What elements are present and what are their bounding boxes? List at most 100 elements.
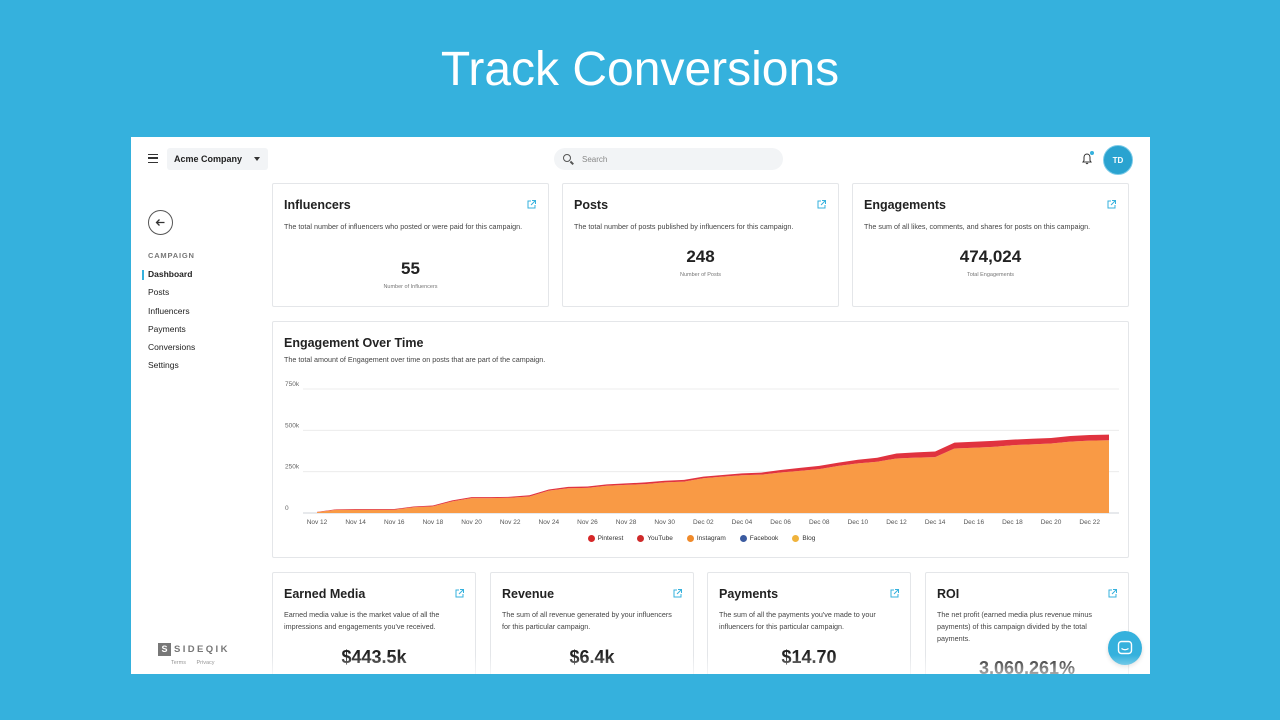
x-tick-label: Dec 02 <box>693 519 714 526</box>
card-value: $14.70 <box>781 647 837 667</box>
x-tick-label: Dec 14 <box>925 519 946 526</box>
metric-card-earned-media: Earned Media Earned media value is the m… <box>272 572 476 674</box>
card-description: The total number of posts published by i… <box>574 222 794 231</box>
card-title: Engagements <box>864 198 946 212</box>
x-tick-label: Dec 08 <box>809 519 830 526</box>
card-title: Revenue <box>502 587 555 601</box>
terms-link[interactable]: Terms <box>171 660 186 666</box>
card-title: Earned Media <box>284 587 366 601</box>
logo-text: SIDEQIK <box>174 644 230 655</box>
sidebar-item-influencers[interactable]: Influencers <box>148 305 190 316</box>
legend-item-instagram[interactable]: Instagram <box>686 535 726 542</box>
x-tick-label: Nov 14 <box>345 519 366 526</box>
engagement-chart-card: Engagement Over Time The total amount of… <box>272 321 1129 558</box>
sidebar-item-conversions[interactable]: Conversions <box>148 342 196 353</box>
legend-label: Facebook <box>749 535 779 543</box>
x-tick-label: Nov 30 <box>654 519 675 526</box>
logo-mark: S <box>158 643 171 656</box>
card-value: 55 <box>401 259 420 278</box>
card-value: 3,060,261% <box>978 658 1076 674</box>
card-description: Earned media value is the market value o… <box>284 610 440 631</box>
card-description: The total number of influencers who post… <box>284 222 523 231</box>
card-description: The sum of all revenue generated by your… <box>502 610 672 631</box>
footer-links: Terms Privacy <box>171 660 224 666</box>
metric-card-payments: Payments The sum of all the payments you… <box>707 572 911 674</box>
legend-dot <box>792 535 800 542</box>
top-bar: Acme Company TD <box>131 137 1150 181</box>
x-tick-label: Dec 06 <box>770 519 791 526</box>
legend-item-pinterest[interactable]: Pinterest <box>587 535 624 543</box>
x-tick-label: Dec 04 <box>732 519 753 526</box>
x-tick-label: Nov 28 <box>616 519 637 526</box>
card-value: 248 <box>686 247 715 266</box>
x-tick-label: Dec 12 <box>886 519 907 526</box>
card-description: The sum of all likes, comments, and shar… <box>864 222 1091 231</box>
app-window: Acme Company TD CAMPAIGN Dashboard Posts… <box>131 137 1150 674</box>
x-tick-label: Nov 26 <box>577 519 598 526</box>
card-title: ROI <box>937 587 960 601</box>
card-sublabel: Number of Influencers <box>383 284 438 290</box>
engagement-area-chart: 0 250k 500k 750k Nov 12 Nov 14 Nov 16 Nov 18 Nov… <box>285 381 1119 526</box>
x-tick-label: Nov 22 <box>500 519 521 526</box>
external-link-icon[interactable] <box>454 586 465 598</box>
legend-label: Blog <box>802 535 816 543</box>
external-link-icon[interactable] <box>526 197 537 209</box>
company-name: Acme Company <box>174 154 243 164</box>
x-tick-label: Dec 16 <box>963 519 984 526</box>
stat-card-engagements: Engagements The sum of all likes, commen… <box>852 183 1129 307</box>
series-area-youtube <box>317 434 1109 513</box>
chat-icon <box>1117 640 1133 655</box>
external-link-icon[interactable] <box>1106 197 1117 209</box>
user-avatar[interactable]: TD <box>1103 145 1133 175</box>
sidebar-nav: Dashboard Posts Influencers Payments Con… <box>141 269 196 379</box>
search-input[interactable] <box>582 148 772 170</box>
stat-card-influencers: Influencers The total number of influenc… <box>272 183 549 307</box>
legend-item-facebook[interactable]: Facebook <box>739 535 779 543</box>
caret-down-icon <box>254 157 261 161</box>
metric-card-revenue: Revenue The sum of all revenue generated… <box>490 572 694 674</box>
card-title: Posts <box>574 198 609 212</box>
notification-bell-icon[interactable] <box>1082 151 1094 165</box>
chart-title: Engagement Over Time <box>284 336 424 350</box>
legend-dot <box>686 535 694 542</box>
hamburger-menu-icon[interactable] <box>148 154 158 163</box>
x-tick-label: Dec 20 <box>1041 519 1062 526</box>
x-tick-label: Nov 20 <box>461 519 482 526</box>
page-headline: Track Conversions <box>440 43 840 96</box>
y-tick-label: 500k <box>285 422 300 429</box>
x-tick-label: Dec 18 <box>1002 519 1023 526</box>
chart-description: The total amount of Engagement over time… <box>284 355 546 364</box>
legend-item-youtube[interactable]: YouTube <box>637 535 673 542</box>
search-icon <box>563 154 571 162</box>
external-link-icon[interactable] <box>816 197 827 209</box>
privacy-link[interactable]: Privacy <box>196 660 215 666</box>
sidebar-item-posts[interactable]: Posts <box>148 287 170 298</box>
back-button[interactable] <box>148 210 173 235</box>
metric-card-roi: ROI The net profit (earned media plus re… <box>925 572 1129 674</box>
card-title: Payments <box>719 587 779 601</box>
y-tick-label: 0 <box>285 505 289 512</box>
external-link-icon[interactable] <box>672 586 683 598</box>
card-sublabel: Total Engagements <box>966 272 1015 278</box>
sidebar-item-payments[interactable]: Payments <box>148 323 186 334</box>
card-description: The net profit (earned media plus revenu… <box>937 610 1093 643</box>
sidebar-item-settings[interactable]: Settings <box>148 360 179 371</box>
legend-label: Pinterest <box>597 535 624 543</box>
search-box[interactable] <box>554 148 783 170</box>
company-selector[interactable]: Acme Company <box>167 148 269 170</box>
card-title: Influencers <box>284 198 351 212</box>
card-value: 474,024 <box>959 247 1022 266</box>
y-tick-label: 250k <box>285 464 300 471</box>
legend-dot <box>739 535 747 542</box>
sidebar-heading: CAMPAIGN <box>148 251 195 260</box>
x-tick-label: Dec 10 <box>848 519 869 526</box>
legend-dot <box>587 535 595 542</box>
legend-item-blog[interactable]: Blog <box>792 535 815 542</box>
external-link-icon[interactable] <box>889 586 900 598</box>
chat-button[interactable] <box>1108 631 1142 665</box>
external-link-icon[interactable] <box>1107 586 1118 598</box>
notification-dot <box>1090 151 1094 155</box>
sidebar-item-dashboard[interactable]: Dashboard <box>141 269 195 287</box>
legend-dot <box>637 535 645 542</box>
card-value: $6.4k <box>569 647 615 667</box>
